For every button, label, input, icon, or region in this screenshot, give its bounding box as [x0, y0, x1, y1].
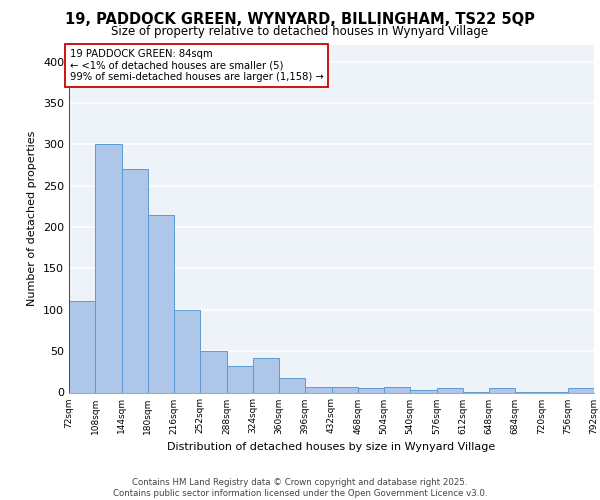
Bar	[148, 214, 174, 392]
Bar	[489, 388, 515, 392]
Bar	[95, 144, 122, 392]
Bar	[253, 358, 279, 392]
Bar	[358, 388, 384, 392]
Text: 19, PADDOCK GREEN, WYNYARD, BILLINGHAM, TS22 5QP: 19, PADDOCK GREEN, WYNYARD, BILLINGHAM, …	[65, 12, 535, 28]
Bar	[122, 169, 148, 392]
Bar	[174, 310, 200, 392]
Bar	[384, 386, 410, 392]
Bar	[410, 390, 437, 392]
X-axis label: Distribution of detached houses by size in Wynyard Village: Distribution of detached houses by size …	[167, 442, 496, 452]
Bar	[279, 378, 305, 392]
Bar	[69, 302, 95, 392]
Bar	[437, 388, 463, 392]
Y-axis label: Number of detached properties: Number of detached properties	[28, 131, 37, 306]
Bar	[332, 386, 358, 392]
Bar	[200, 351, 227, 393]
Text: Size of property relative to detached houses in Wynyard Village: Size of property relative to detached ho…	[112, 25, 488, 38]
Bar	[305, 386, 332, 392]
Bar	[568, 388, 594, 392]
Bar	[227, 366, 253, 392]
Text: Contains HM Land Registry data © Crown copyright and database right 2025.
Contai: Contains HM Land Registry data © Crown c…	[113, 478, 487, 498]
Text: 19 PADDOCK GREEN: 84sqm
← <1% of detached houses are smaller (5)
99% of semi-det: 19 PADDOCK GREEN: 84sqm ← <1% of detache…	[70, 49, 323, 82]
